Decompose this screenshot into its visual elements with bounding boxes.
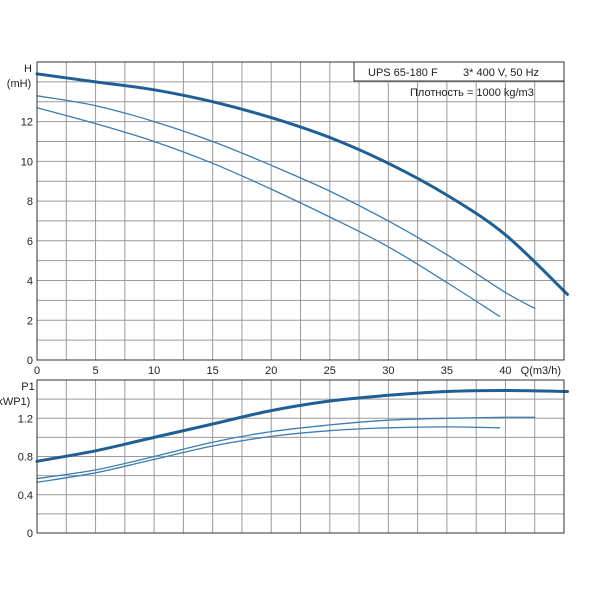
head-chart-grid bbox=[37, 62, 564, 360]
power-axis-unit: (kWP1) bbox=[0, 396, 30, 408]
power-curve-1 bbox=[35, 389, 569, 463]
x-tick-label: 5 bbox=[92, 365, 98, 377]
power-axis-label: P1 bbox=[21, 381, 34, 393]
head-chart-ticks: 0 5 10 15 20 25 30 35 40 0 2 4 6 8 10 12 bbox=[21, 117, 512, 377]
x-tick-label: 15 bbox=[207, 365, 219, 377]
head-y-tick-label: 12 bbox=[21, 117, 33, 129]
head-y-tick-label: 6 bbox=[27, 236, 33, 248]
power-chart-ticks: 0 0.4 0.8 1.2 bbox=[18, 413, 33, 540]
power-y-tick-label: 0.8 bbox=[18, 452, 33, 464]
head-y-tick-label: 0 bbox=[27, 355, 33, 367]
power-curve-2 bbox=[36, 416, 536, 480]
head-y-tick-label: 8 bbox=[27, 196, 33, 208]
head-curve-1 bbox=[35, 72, 569, 296]
density-note: Плотность = 1000 kg/m3 bbox=[410, 87, 534, 99]
power-curve-3 bbox=[36, 426, 501, 483]
power-chart-frame bbox=[36, 379, 565, 534]
head-y-tick-label: 2 bbox=[27, 315, 33, 327]
head-chart-series bbox=[35, 72, 569, 317]
head-curve-2 bbox=[36, 95, 536, 309]
x-tick-label: 35 bbox=[441, 365, 453, 377]
head-axis-unit: (mH) bbox=[7, 78, 31, 90]
x-tick-label: 0 bbox=[34, 365, 40, 377]
x-tick-label: 10 bbox=[148, 365, 160, 377]
head-y-tick-label: 10 bbox=[21, 156, 33, 168]
power-chart-series bbox=[35, 389, 569, 483]
power-y-tick-label: 0 bbox=[27, 528, 33, 540]
power-y-tick-label: 1.2 bbox=[18, 413, 33, 425]
chart-title: UPS 65-180 F bbox=[368, 67, 438, 79]
head-chart-frame bbox=[36, 61, 565, 361]
power-y-tick-label: 0.4 bbox=[18, 490, 33, 502]
title-box bbox=[353, 61, 565, 82]
head-y-tick-label: 4 bbox=[27, 276, 33, 288]
flow-axis-label: Q(m3/h) bbox=[521, 365, 561, 377]
power-chart-grid bbox=[37, 380, 564, 533]
x-tick-label: 20 bbox=[265, 365, 277, 377]
x-tick-label: 30 bbox=[382, 365, 394, 377]
x-tick-label: 40 bbox=[499, 365, 511, 377]
head-curve-3 bbox=[36, 107, 501, 317]
head-axis-label: H bbox=[24, 63, 32, 75]
chart-subtitle: 3* 400 V, 50 Hz bbox=[463, 67, 539, 79]
x-tick-label: 25 bbox=[324, 365, 336, 377]
